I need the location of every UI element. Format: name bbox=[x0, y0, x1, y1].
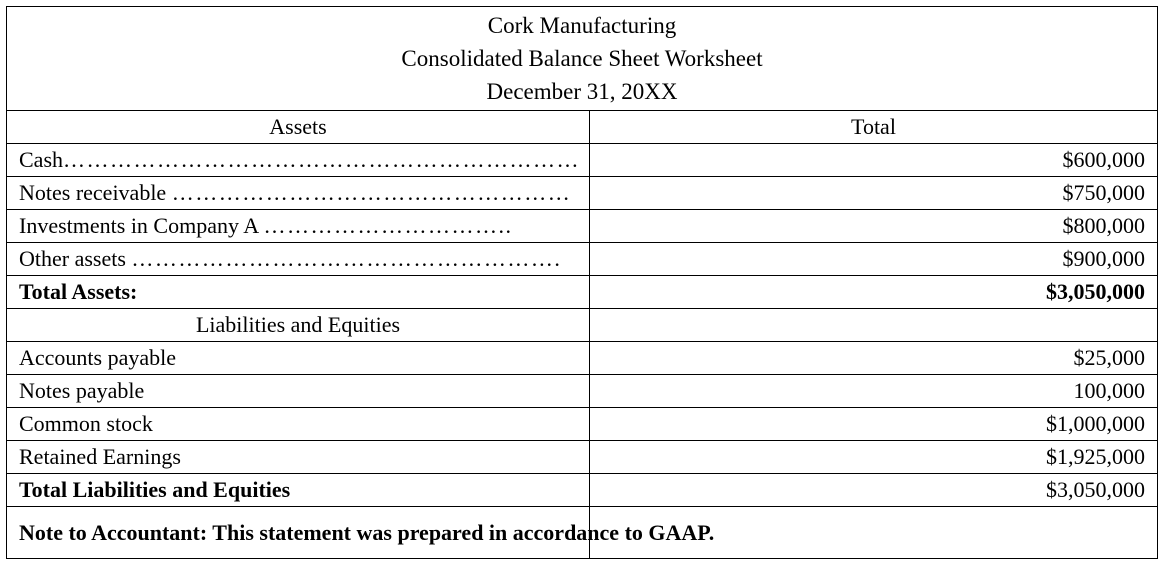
row-value: 100,000 bbox=[588, 374, 1159, 408]
row-value: $750,000 bbox=[588, 176, 1159, 210]
row-value: $900,000 bbox=[588, 242, 1159, 276]
row-label: Common stock bbox=[6, 407, 590, 441]
company-name: Cork Manufacturing bbox=[487, 13, 677, 38]
total-assets-label: Total Assets: bbox=[6, 275, 590, 309]
row-label: Notes receivable …………………………………………… bbox=[6, 176, 590, 210]
total-assets-value: $3,050,000 bbox=[588, 275, 1159, 309]
total-column-header: Total bbox=[588, 110, 1159, 144]
row-label: Cash………………………………………………………… bbox=[6, 143, 590, 177]
table-row: Other assets ………………………………………………. $900,00… bbox=[6, 242, 1159, 276]
row-label: Other assets ………………………………………………. bbox=[6, 242, 590, 276]
total-liabilities-row: Total Liabilities and Equities $3,050,00… bbox=[6, 473, 1159, 507]
dot-leader: ………………………………………………………… bbox=[63, 147, 580, 172]
row-label: Notes payable bbox=[6, 374, 590, 408]
total-liabilities-value: $3,050,000 bbox=[588, 473, 1159, 507]
row-label: Retained Earnings bbox=[6, 440, 590, 474]
total-assets-row: Total Assets: $3,050,000 bbox=[6, 275, 1159, 309]
row-value: $600,000 bbox=[588, 143, 1159, 177]
table-row: Notes receivable …………………………………………… $750,… bbox=[6, 176, 1159, 210]
row-label-text: Other assets bbox=[19, 246, 132, 271]
assets-column-header: Assets bbox=[6, 110, 590, 144]
table-row: Accounts payable $25,000 bbox=[6, 341, 1159, 375]
table-row: Cash………………………………………………………… $600,000 bbox=[6, 143, 1159, 177]
balance-sheet-table: Cork Manufacturing Consolidated Balance … bbox=[5, 6, 1159, 559]
dot-leader: ………………………….. bbox=[263, 213, 513, 238]
accountant-note: Note to Accountant: This statement was p… bbox=[6, 506, 714, 559]
row-label-text: Cash bbox=[19, 147, 63, 172]
total-liabilities-label: Total Liabilities and Equities bbox=[6, 473, 590, 507]
table-row: Notes payable 100,000 bbox=[6, 374, 1159, 408]
table-row: Common stock $1,000,000 bbox=[6, 407, 1159, 441]
column-header-row: Assets Total bbox=[6, 110, 1159, 144]
row-value: $1,000,000 bbox=[588, 407, 1159, 441]
dot-leader: ………………………………………………. bbox=[131, 246, 562, 271]
row-value: $1,925,000 bbox=[588, 440, 1159, 474]
statement-title: Consolidated Balance Sheet Worksheet bbox=[401, 46, 763, 71]
row-label: Accounts payable bbox=[6, 341, 590, 375]
row-value: $25,000 bbox=[588, 341, 1159, 375]
empty-cell bbox=[588, 308, 1159, 342]
table-row: Investments in Company A ………………………….. $8… bbox=[6, 209, 1159, 243]
empty-cell bbox=[588, 506, 1159, 559]
row-label-text: Investments in Company A bbox=[19, 213, 264, 238]
liabilities-heading: Liabilities and Equities bbox=[6, 308, 590, 342]
row-value: $800,000 bbox=[588, 209, 1159, 243]
dot-leader: …………………………………………… bbox=[171, 180, 572, 205]
title-cell: Cork Manufacturing Consolidated Balance … bbox=[5, 6, 1159, 111]
row-label: Investments in Company A ………………………….. bbox=[6, 209, 590, 243]
title-row: Cork Manufacturing Consolidated Balance … bbox=[5, 6, 1159, 111]
statement-date: December 31, 20XX bbox=[486, 79, 678, 104]
liabilities-heading-row: Liabilities and Equities bbox=[6, 308, 1159, 342]
note-row: Note to Accountant: This statement was p… bbox=[6, 506, 1159, 559]
table-row: Retained Earnings $1,925,000 bbox=[6, 440, 1159, 474]
row-label-text: Notes receivable bbox=[19, 180, 172, 205]
